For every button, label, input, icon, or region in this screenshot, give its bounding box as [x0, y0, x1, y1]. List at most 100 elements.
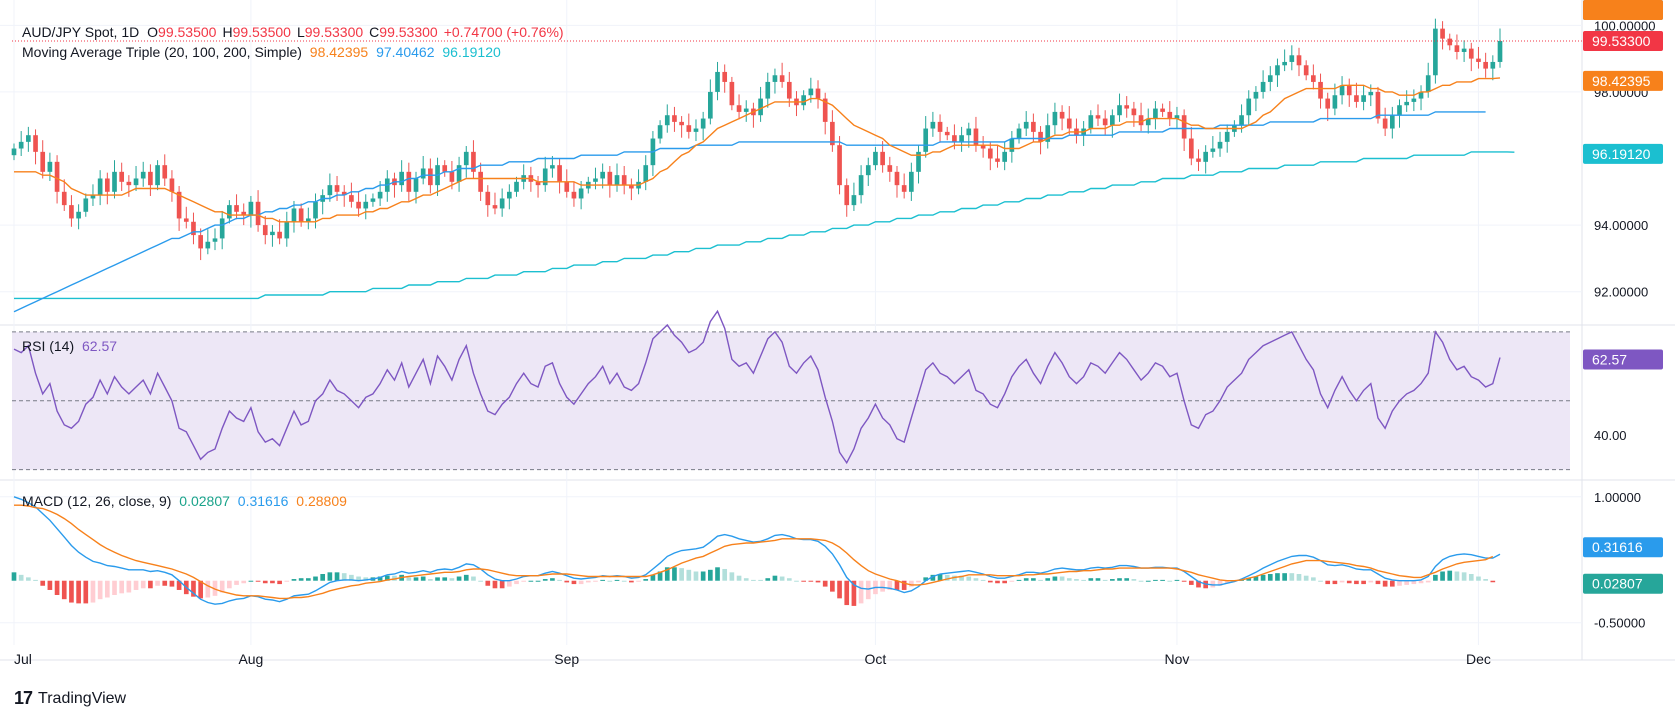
macd-hist-bar [930, 574, 936, 581]
candle-body [485, 191, 491, 206]
rsi-value: 62.57 [82, 338, 118, 354]
candle-body [1002, 151, 1007, 162]
macd-hist-bar [1117, 578, 1122, 581]
ma-legend: Moving Average Triple (20, 100, 200, Sim… [22, 44, 505, 60]
macd-hist-bar [1332, 580, 1338, 585]
time-tick-label: Sep [554, 651, 579, 667]
macd-hist-bar [1346, 580, 1352, 584]
candle-body [11, 148, 17, 156]
candle-body [614, 175, 620, 186]
candle-body [966, 128, 972, 136]
macd-hist-bar [341, 573, 347, 581]
candle-body [1418, 91, 1424, 99]
value-tag-bg [1583, 143, 1663, 164]
macd-hist-value: 0.02807 [179, 493, 230, 509]
candle-body [305, 218, 311, 222]
candle-body [901, 185, 907, 192]
candle-body [69, 205, 74, 219]
macd-hist-bar [1461, 572, 1467, 581]
candle-body [916, 151, 921, 172]
macd-hist-bar [320, 574, 326, 581]
value-tag-text: 99.53300 [1592, 33, 1651, 49]
candle-body [1253, 91, 1259, 99]
candle-body [894, 171, 900, 186]
value-tag-bg [1583, 349, 1663, 370]
candle-body [865, 165, 871, 176]
candle-body [198, 235, 203, 249]
macd-hist-bar [959, 575, 964, 581]
price-tick-label: 92.00000 [1594, 285, 1648, 300]
close-label: C [369, 24, 380, 40]
value-tag-text: 0.02807 [1592, 576, 1643, 592]
axis-value-labels: 99.5330098.4239597.4046296.1912062.570.3… [1583, 0, 1663, 594]
macd-hist-bar [1275, 573, 1280, 581]
candle-body [356, 201, 361, 209]
tradingview-logo-icon: 17 [14, 688, 33, 708]
candle-body [564, 181, 570, 192]
candle-body [1095, 115, 1101, 119]
macd-hist-bar [248, 580, 254, 582]
macd-hist-bar [11, 572, 17, 581]
candle-body [1167, 111, 1173, 119]
macd-hist-bar [772, 575, 778, 581]
macd-hist-bar [686, 569, 692, 581]
brand[interactable]: 17 TradingView [14, 688, 126, 709]
candle-body [1382, 118, 1388, 129]
candle-body [406, 171, 412, 192]
candle-body [952, 135, 957, 142]
candle-body [191, 221, 196, 236]
axes: 100.0000098.0000094.0000092.0000040.001.… [14, 18, 1655, 667]
candle-body [47, 161, 53, 172]
candle-body [959, 135, 964, 142]
macd-hist-bar [815, 580, 821, 583]
macd-hist-bar [1016, 579, 1022, 581]
last-price-tag: 99.53300 [1583, 30, 1663, 51]
macd-hist-bar [650, 574, 656, 581]
macd-hist-bar [865, 580, 871, 600]
candle-body [270, 231, 275, 236]
macd-hist-bar [987, 580, 993, 583]
candle-body [33, 135, 38, 152]
macd-hist-bar [478, 580, 483, 582]
macd-hist-bar [894, 580, 900, 590]
candle-body [1117, 105, 1122, 116]
macd-hist-bar [1433, 574, 1438, 581]
candle-body [499, 198, 505, 209]
macd-hist-bar [492, 580, 498, 589]
macd-hist-bar [1045, 578, 1051, 581]
candle-body [1031, 121, 1036, 132]
candle-body [1153, 108, 1158, 119]
open-label: O [147, 24, 159, 40]
macd-hist-bar [212, 580, 218, 596]
macd-hist-bar [18, 574, 24, 581]
macd-hist-bar [61, 580, 67, 600]
candle-body [1325, 98, 1331, 109]
candle-body [1339, 85, 1345, 96]
rsi-band [12, 331, 1570, 471]
macd-tag: 0.31616 [1583, 537, 1663, 558]
candle-body [535, 181, 541, 186]
macd-hist-bar [1038, 579, 1043, 581]
macd-hist-bar [557, 579, 562, 581]
candle-body [801, 95, 806, 106]
candle-body [1282, 61, 1287, 66]
candle-body [1497, 40, 1503, 62]
macd-hist-bar [1267, 574, 1273, 581]
macd-hist-bar [1282, 573, 1287, 581]
candle-body [262, 225, 268, 236]
candle-body [1397, 105, 1402, 116]
value-tag-bg [1583, 30, 1663, 51]
macd-hist-bar [234, 580, 239, 585]
candle-body [61, 191, 67, 206]
candle-body [399, 171, 404, 186]
macd-hist-bar [1224, 580, 1230, 584]
macd-hist-bar [463, 574, 469, 581]
macd-hist-bar [672, 567, 677, 581]
candle-body [133, 178, 139, 186]
ma200-tag: 96.19120 [1583, 143, 1663, 164]
candle-body [54, 161, 60, 192]
candle-body [241, 211, 247, 216]
candle-body [700, 118, 706, 129]
macd-hist-bar [542, 579, 548, 581]
candle-body [550, 165, 555, 169]
